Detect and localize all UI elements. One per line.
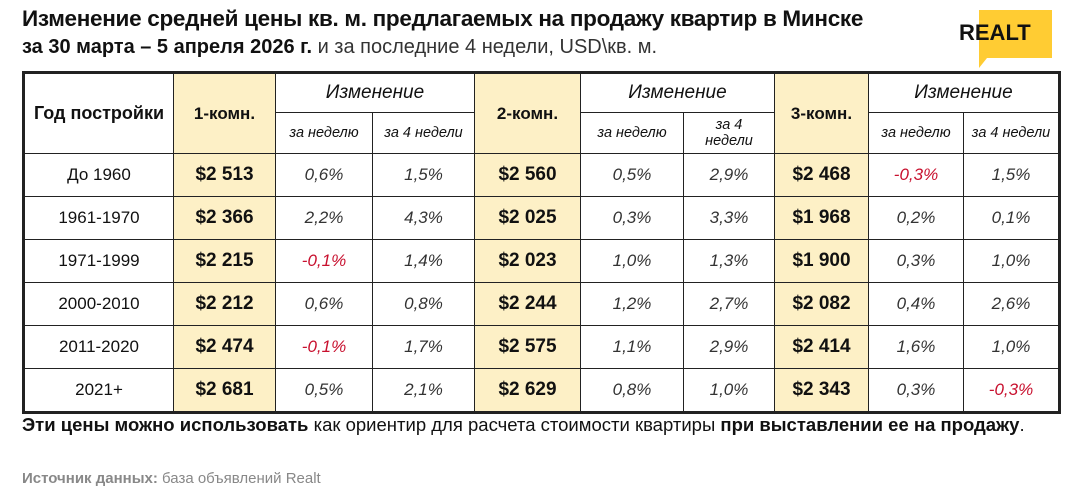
cell-r3: $2 343 <box>774 368 869 413</box>
svg-text:REALT: REALT <box>959 20 1031 45</box>
cell-year: 1971-1999 <box>23 239 174 283</box>
cell-r1m: 0,8% <box>372 282 475 326</box>
table-row: 2011-2020 $2 474 -0,1% 1,7% $2 575 1,1% 2,9% $2… <box>23 325 1060 369</box>
header-4weeks-3: за 4 недели <box>963 112 1060 154</box>
cell-year: 2011-2020 <box>23 325 174 369</box>
page-title: Изменение средней цены кв. м. предлагаем… <box>22 6 864 31</box>
cell-r2: $2 023 <box>474 239 581 283</box>
cell-r3w: 0,3% <box>868 368 964 413</box>
cell-r2w: 1,0% <box>580 239 684 283</box>
header-change-3: Изменение <box>868 72 1060 113</box>
header-week-2: за неделю <box>580 112 684 154</box>
cell-r1w: -0,1% <box>275 325 373 369</box>
cell-r2: $2 560 <box>474 153 581 197</box>
cell-r2m: 3,3% <box>683 196 775 240</box>
cell-r2m: 2,9% <box>683 153 775 197</box>
cell-r3: $1 968 <box>774 196 869 240</box>
cell-r3m: 1,0% <box>963 239 1060 283</box>
header-room3: 3-комн. <box>774 72 869 154</box>
header-room2: 2-комн. <box>474 72 581 154</box>
cell-r2w: 1,1% <box>580 325 684 369</box>
header-4weeks-1: за 4 недели <box>372 112 475 154</box>
source-value: база объявлений Realt <box>157 470 321 487</box>
cell-r1w: 0,6% <box>275 153 373 197</box>
subtitle-period: за 30 марта – 5 апреля 2026 г. <box>22 36 313 58</box>
cell-r2: $2 244 <box>474 282 581 326</box>
table-row: 2021+ $2 681 0,5% 2,1% $2 629 0,8% 1,0% $2 343 0… <box>23 368 1060 413</box>
cell-r3m: 0,1% <box>963 196 1060 240</box>
cell-r3m: 1,5% <box>963 153 1060 197</box>
note-mid: как ориентир для расчета стоимости кварт… <box>308 414 721 435</box>
cell-r1: $2 513 <box>173 153 276 197</box>
cell-r1m: 1,5% <box>372 153 475 197</box>
cell-r1: $2 212 <box>173 282 276 326</box>
source-line: Источник данных: база объявлений Realt <box>22 470 321 487</box>
subtitle-rest: и за последние 4 недели, USD\кв. м. <box>312 36 658 58</box>
header-week-3: за неделю <box>868 112 964 154</box>
cell-r1w: 2,2% <box>275 196 373 240</box>
header-change-1: Изменение <box>275 72 475 113</box>
cell-r3: $2 082 <box>774 282 869 326</box>
table-row: 1961-1970 $2 366 2,2% 4,3% $2 025 0,3% 3,3% $1 … <box>23 196 1060 240</box>
cell-r2: $2 575 <box>474 325 581 369</box>
footer-note: Эти цены можно использовать как ориентир… <box>22 412 1052 437</box>
cell-r2m: 1,3% <box>683 239 775 283</box>
cell-r3w: 0,2% <box>868 196 964 240</box>
note-bold-1: Эти цены можно использовать <box>22 414 309 435</box>
header-4weeks-2: за 4 недели <box>683 112 775 154</box>
cell-r2w: 0,3% <box>580 196 684 240</box>
source-label: Источник данных: <box>22 470 158 487</box>
cell-year: 1961-1970 <box>23 196 174 240</box>
cell-r1m: 4,3% <box>372 196 475 240</box>
cell-year: До 1960 <box>23 153 174 197</box>
cell-r3m: 1,0% <box>963 325 1060 369</box>
table-row: До 1960 $2 513 0,6% 1,5% $2 560 0,5% 2,9% $2 46… <box>23 153 1060 197</box>
header-year: Год постройки <box>23 72 174 154</box>
cell-r3: $2 414 <box>774 325 869 369</box>
cell-r3w: 0,4% <box>868 282 964 326</box>
cell-r2w: 0,8% <box>580 368 684 413</box>
cell-r1: $2 474 <box>173 325 276 369</box>
cell-r3w: 1,6% <box>868 325 964 369</box>
cell-r1: $2 681 <box>173 368 276 413</box>
cell-r3w: -0,3% <box>868 153 964 197</box>
cell-r2m: 2,7% <box>683 282 775 326</box>
price-table: Год постройки 1-комн. Изменение 2-комн. … <box>22 71 1061 414</box>
table-row: 1971-1999 $2 215 -0,1% 1,4% $2 023 1,0% 1,3% $1… <box>23 239 1060 283</box>
header-week-1: за неделю <box>275 112 373 154</box>
page-subtitle: за 30 марта – 5 апреля 2026 г. и за посл… <box>22 36 657 59</box>
cell-r2: $2 025 <box>474 196 581 240</box>
cell-r3: $1 900 <box>774 239 869 283</box>
header-room1: 1-комн. <box>173 72 276 154</box>
note-end: . <box>1019 414 1025 435</box>
cell-r2m: 2,9% <box>683 325 775 369</box>
table-row: 2000-2010 $2 212 0,6% 0,8% $2 244 1,2% 2,7% $2 … <box>23 282 1060 326</box>
cell-r3m: 2,6% <box>963 282 1060 326</box>
note-bold-2: при выставлении ее на продажу <box>720 414 1020 435</box>
header-change-2: Изменение <box>580 72 775 113</box>
cell-r2w: 0,5% <box>580 153 684 197</box>
cell-year: 2021+ <box>23 368 174 413</box>
cell-r3: $2 468 <box>774 153 869 197</box>
cell-r1: $2 366 <box>173 196 276 240</box>
cell-year: 2000-2010 <box>23 282 174 326</box>
cell-r1m: 2,1% <box>372 368 475 413</box>
cell-r2: $2 629 <box>474 368 581 413</box>
cell-r2m: 1,0% <box>683 368 775 413</box>
cell-r1m: 1,4% <box>372 239 475 283</box>
cell-r2w: 1,2% <box>580 282 684 326</box>
cell-r3m: -0,3% <box>963 368 1060 413</box>
cell-r1m: 1,7% <box>372 325 475 369</box>
cell-r3w: 0,3% <box>868 239 964 283</box>
realt-logo: REALT <box>959 10 1052 68</box>
cell-r1w: -0,1% <box>275 239 373 283</box>
cell-r1w: 0,5% <box>275 368 373 413</box>
cell-r1: $2 215 <box>173 239 276 283</box>
cell-r1w: 0,6% <box>275 282 373 326</box>
